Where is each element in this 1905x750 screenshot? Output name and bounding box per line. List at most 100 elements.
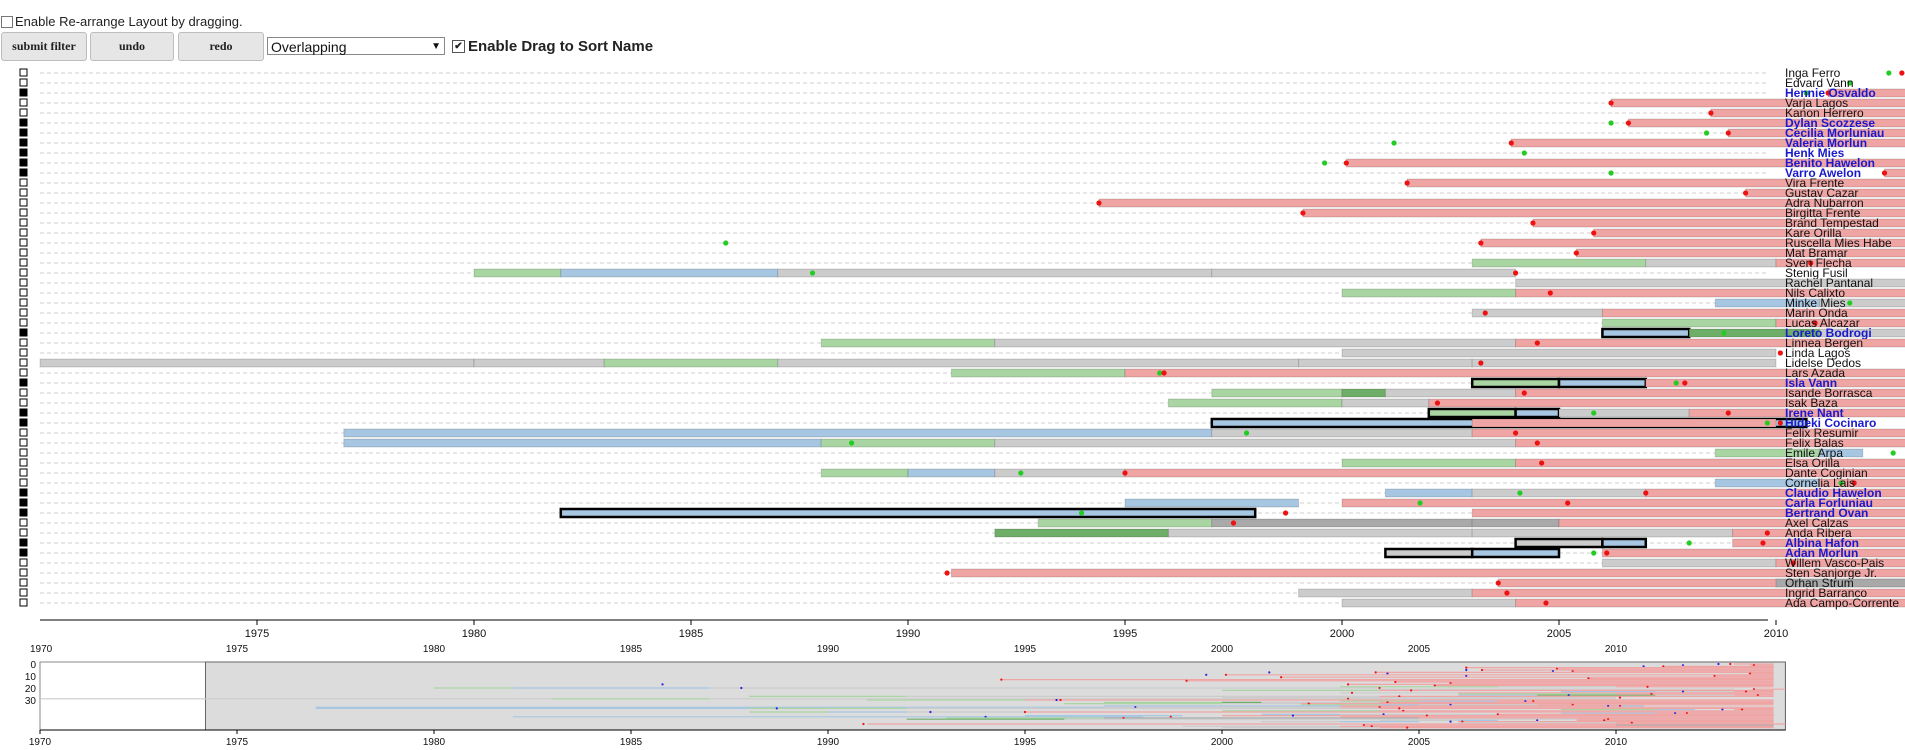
- event-point[interactable]: [1530, 220, 1536, 226]
- row-select-checkbox[interactable]: [19, 358, 28, 367]
- row-select-checkbox[interactable]: [19, 508, 28, 517]
- row-select-checkbox[interactable]: [19, 208, 28, 217]
- person-name[interactable]: Isak Baza: [1785, 396, 1838, 410]
- event-point[interactable]: [1808, 260, 1814, 266]
- event-point[interactable]: [1825, 90, 1831, 96]
- event-point[interactable]: [1161, 370, 1167, 376]
- period-bar[interactable]: [1470, 377, 1561, 389]
- row-select-checkbox[interactable]: [19, 468, 28, 477]
- row-select-checkbox[interactable]: [19, 318, 28, 327]
- person-row[interactable]: Brand Tempestad: [19, 216, 1905, 230]
- person-name[interactable]: Hideki Cocinaro: [1785, 416, 1876, 430]
- person-row[interactable]: Benito Hawelon: [19, 156, 1905, 170]
- period-bar[interactable]: [473, 358, 605, 368]
- person-name[interactable]: Dante Coginian: [1785, 466, 1868, 480]
- period-bar[interactable]: [820, 338, 996, 348]
- row-select-checkbox[interactable]: [19, 98, 28, 107]
- row-select-checkbox[interactable]: [19, 368, 28, 377]
- period-bar[interactable]: [1775, 318, 1905, 328]
- event-point[interactable]: [1539, 460, 1545, 466]
- event-point[interactable]: [1625, 120, 1632, 126]
- row-select-checkbox[interactable]: [19, 588, 28, 597]
- period-bar[interactable]: [994, 438, 1517, 448]
- event-point[interactable]: [944, 570, 950, 576]
- person-row[interactable]: Claudio Hawelon: [19, 486, 1905, 500]
- row-select-checkbox[interactable]: [19, 88, 28, 97]
- person-row[interactable]: Rachel Pantanal: [19, 276, 1905, 290]
- row-select-checkbox[interactable]: [19, 328, 28, 337]
- person-row[interactable]: Stenig Fusil: [19, 266, 1848, 280]
- event-point[interactable]: [1790, 560, 1796, 566]
- row-select-checkbox[interactable]: [19, 478, 28, 487]
- event-point[interactable]: [1777, 350, 1783, 356]
- event-point[interactable]: [1899, 70, 1905, 76]
- event-point[interactable]: [1521, 150, 1527, 156]
- period-bar[interactable]: [1341, 398, 1430, 408]
- person-name[interactable]: Gustav Cazar: [1785, 186, 1858, 200]
- event-point[interactable]: [1534, 340, 1540, 346]
- person-row[interactable]: Varro Awelon: [19, 166, 1905, 180]
- period-bar[interactable]: [1037, 518, 1213, 528]
- event-point[interactable]: [1404, 180, 1410, 186]
- event-point[interactable]: [1282, 510, 1289, 516]
- event-point[interactable]: [1504, 590, 1510, 596]
- person-name[interactable]: Adra Nubarron: [1785, 196, 1864, 210]
- period-bar[interactable]: [1471, 308, 1603, 318]
- person-row[interactable]: Henk Mies: [19, 146, 1905, 160]
- period-bar[interactable]: [1818, 478, 1905, 488]
- event-point[interactable]: [1230, 520, 1237, 526]
- person-name[interactable]: Willem Vasco-Pais: [1785, 556, 1884, 570]
- person-row[interactable]: Felix Balas: [19, 436, 1905, 450]
- period-bar[interactable]: [1601, 308, 1905, 318]
- event-point[interactable]: [1803, 90, 1809, 96]
- period-bar[interactable]: [1514, 537, 1604, 549]
- person-name[interactable]: Linda Lagos: [1785, 346, 1850, 360]
- person-row[interactable]: Axel Calzas: [19, 516, 1905, 530]
- event-point[interactable]: [1243, 430, 1250, 436]
- event-point[interactable]: [1573, 250, 1579, 256]
- event-point[interactable]: [1608, 120, 1614, 126]
- period-bar[interactable]: [1298, 588, 1473, 598]
- row-select-checkbox[interactable]: [19, 108, 28, 117]
- person-name[interactable]: Marin Onda: [1785, 306, 1848, 320]
- period-bar[interactable]: [39, 358, 475, 368]
- person-name[interactable]: Hennie Osvaldo: [1785, 86, 1876, 100]
- person-name[interactable]: Anda Ribera: [1785, 526, 1852, 540]
- row-select-checkbox[interactable]: [19, 148, 28, 157]
- row-select-checkbox[interactable]: [19, 128, 28, 137]
- row-select-checkbox[interactable]: [19, 248, 28, 257]
- event-point[interactable]: [1482, 310, 1488, 316]
- event-point[interactable]: [1851, 480, 1857, 486]
- period-bar[interactable]: [1341, 458, 1517, 468]
- period-bar[interactable]: [1211, 518, 1473, 528]
- period-bar[interactable]: [1645, 258, 1777, 268]
- person-row[interactable]: Anda Ribera: [19, 526, 1905, 540]
- period-bar[interactable]: [1341, 598, 1517, 608]
- event-point[interactable]: [1881, 170, 1888, 176]
- period-bar[interactable]: [1515, 458, 1905, 468]
- person-name[interactable]: Ingrid Barranco: [1785, 586, 1867, 600]
- row-select-checkbox[interactable]: [19, 158, 28, 167]
- person-name[interactable]: Edvard Vann: [1785, 76, 1854, 90]
- drag-sort-checkbox[interactable]: ✔: [452, 40, 465, 53]
- person-row[interactable]: Marin Onda: [19, 306, 1905, 320]
- event-point[interactable]: [1300, 210, 1306, 216]
- event-point[interactable]: [1508, 140, 1514, 146]
- person-name[interactable]: Nils Calixto: [1785, 286, 1845, 300]
- event-point[interactable]: [1478, 240, 1484, 246]
- person-row[interactable]: Isak Baza: [19, 396, 1905, 410]
- row-select-checkbox[interactable]: [19, 198, 28, 207]
- row-select-checkbox[interactable]: [19, 288, 28, 297]
- person-name[interactable]: Valeria Morlun: [1785, 136, 1867, 150]
- row-select-checkbox[interactable]: [19, 428, 28, 437]
- person-row[interactable]: Lars Azada: [19, 366, 1905, 380]
- row-select-checkbox[interactable]: [19, 458, 28, 467]
- period-bar[interactable]: [820, 438, 996, 448]
- period-bar[interactable]: [1601, 327, 1691, 339]
- period-bar[interactable]: [950, 568, 1905, 578]
- row-select-checkbox[interactable]: [19, 448, 28, 457]
- event-point[interactable]: [1478, 360, 1484, 366]
- event-point[interactable]: [1890, 450, 1896, 456]
- period-bar[interactable]: [1818, 298, 1905, 308]
- person-name[interactable]: Benito Hawelon: [1785, 156, 1875, 170]
